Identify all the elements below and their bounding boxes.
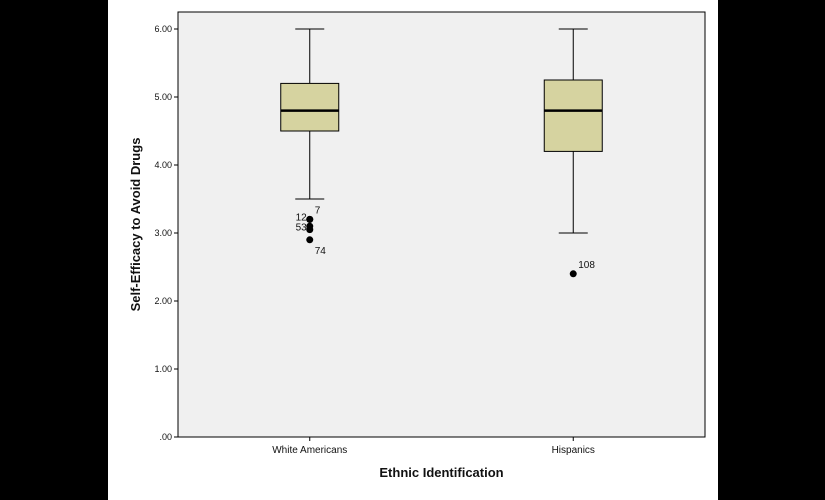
y-tick-label: 2.00 xyxy=(154,296,172,306)
outlier-point xyxy=(306,226,314,234)
boxplot-chart: .00 1.00 2.00 3.00 4.00 5.00 6.00 White America… xyxy=(128,11,706,480)
x-tick-label: Hispanics xyxy=(552,445,595,456)
plot-area xyxy=(177,11,706,438)
y-tick-label: .00 xyxy=(159,432,172,442)
iqr-box xyxy=(543,79,603,152)
box-group: 12 7 53 74 xyxy=(280,28,340,257)
outlier-point xyxy=(569,270,577,278)
outlier-label: 7 xyxy=(315,205,321,216)
x-axis-title: Ethnic Identification xyxy=(379,465,503,480)
y-tick-label: 4.00 xyxy=(154,160,172,170)
iqr-box xyxy=(280,82,340,132)
chart-canvas: .00 1.00 2.00 3.00 4.00 5.00 6.00 White America… xyxy=(108,0,718,500)
outlier-label: 108 xyxy=(578,260,595,271)
y-tick-label: 5.00 xyxy=(154,92,172,102)
outlier-label: 74 xyxy=(315,246,327,257)
outlier-label: 12 xyxy=(296,212,308,223)
y-tick-label: 6.00 xyxy=(154,24,172,34)
outlier-point xyxy=(306,215,314,223)
outlier-point xyxy=(306,236,314,244)
y-axis-title: Self-Efficacy to Avoid Drugs xyxy=(128,138,143,312)
y-tick-label: 1.00 xyxy=(154,364,172,374)
box-group: 108 xyxy=(543,28,603,278)
x-tick-label: White Americans xyxy=(272,445,347,456)
outlier-label: 53 xyxy=(296,223,308,234)
y-tick-label: 3.00 xyxy=(154,228,172,238)
